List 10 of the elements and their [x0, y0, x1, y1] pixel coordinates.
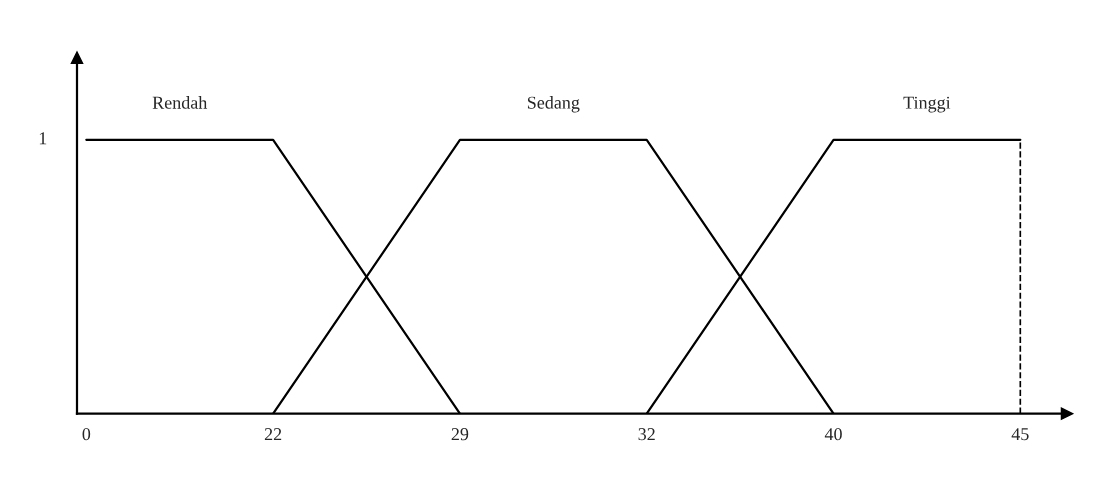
x-tick-label: 22: [264, 428, 282, 441]
x-tick-label: 40: [824, 428, 842, 441]
series-label: Sedang: [527, 96, 580, 113]
text: 1: [39, 132, 47, 145]
x-tick-label: 29: [451, 428, 469, 441]
series-label: Tinggi: [903, 96, 951, 113]
x-tick-label: 0: [82, 428, 91, 441]
x-tick-label: 45: [1011, 428, 1029, 441]
x-tick-label: 32: [638, 428, 655, 441]
series-label: Rendah: [152, 96, 208, 109]
